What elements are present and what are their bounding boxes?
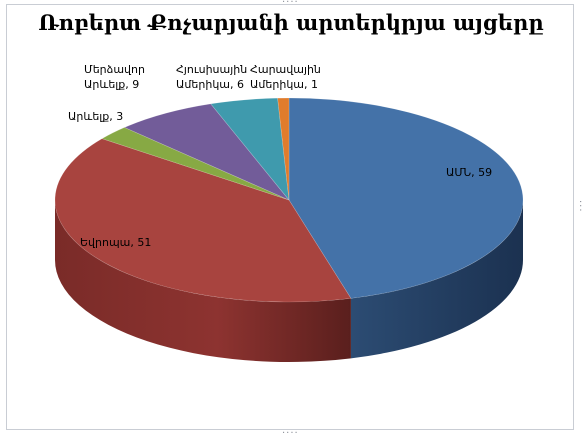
pie-slice-5[interactable] (277, 97, 290, 201)
resize-handle-right[interactable]: ··· (574, 200, 582, 213)
pie-slice-2[interactable] (101, 127, 290, 201)
data-label-4: Հյուսիսային Ամերիկա, 6 (176, 63, 247, 91)
pie-slice-1[interactable] (54, 138, 352, 303)
data-label-1: Եվրոպա, 51 (80, 236, 151, 249)
data-label-3: Մերձավոր Արևելք, 9 (84, 63, 145, 91)
pie-side-1 (55, 200, 351, 363)
pie-slice-0[interactable] (288, 97, 524, 299)
data-label-2: Արևելք, 3 (68, 110, 123, 123)
data-label-5: Հարավային Ամերիկա, 1 (250, 63, 321, 91)
resize-handle-top[interactable]: ···· (282, 0, 299, 8)
pie-slice-3[interactable] (123, 103, 290, 201)
pie-side-0 (350, 200, 523, 359)
data-label-0: ԱՄՆ, 59 (446, 166, 492, 179)
pie-slice-4[interactable] (210, 97, 290, 201)
chart-title: Ռոբերտ Քոչարյանի արտերկրյա այցերը (38, 10, 544, 35)
resize-handle-bottom[interactable]: ···· (282, 428, 299, 439)
